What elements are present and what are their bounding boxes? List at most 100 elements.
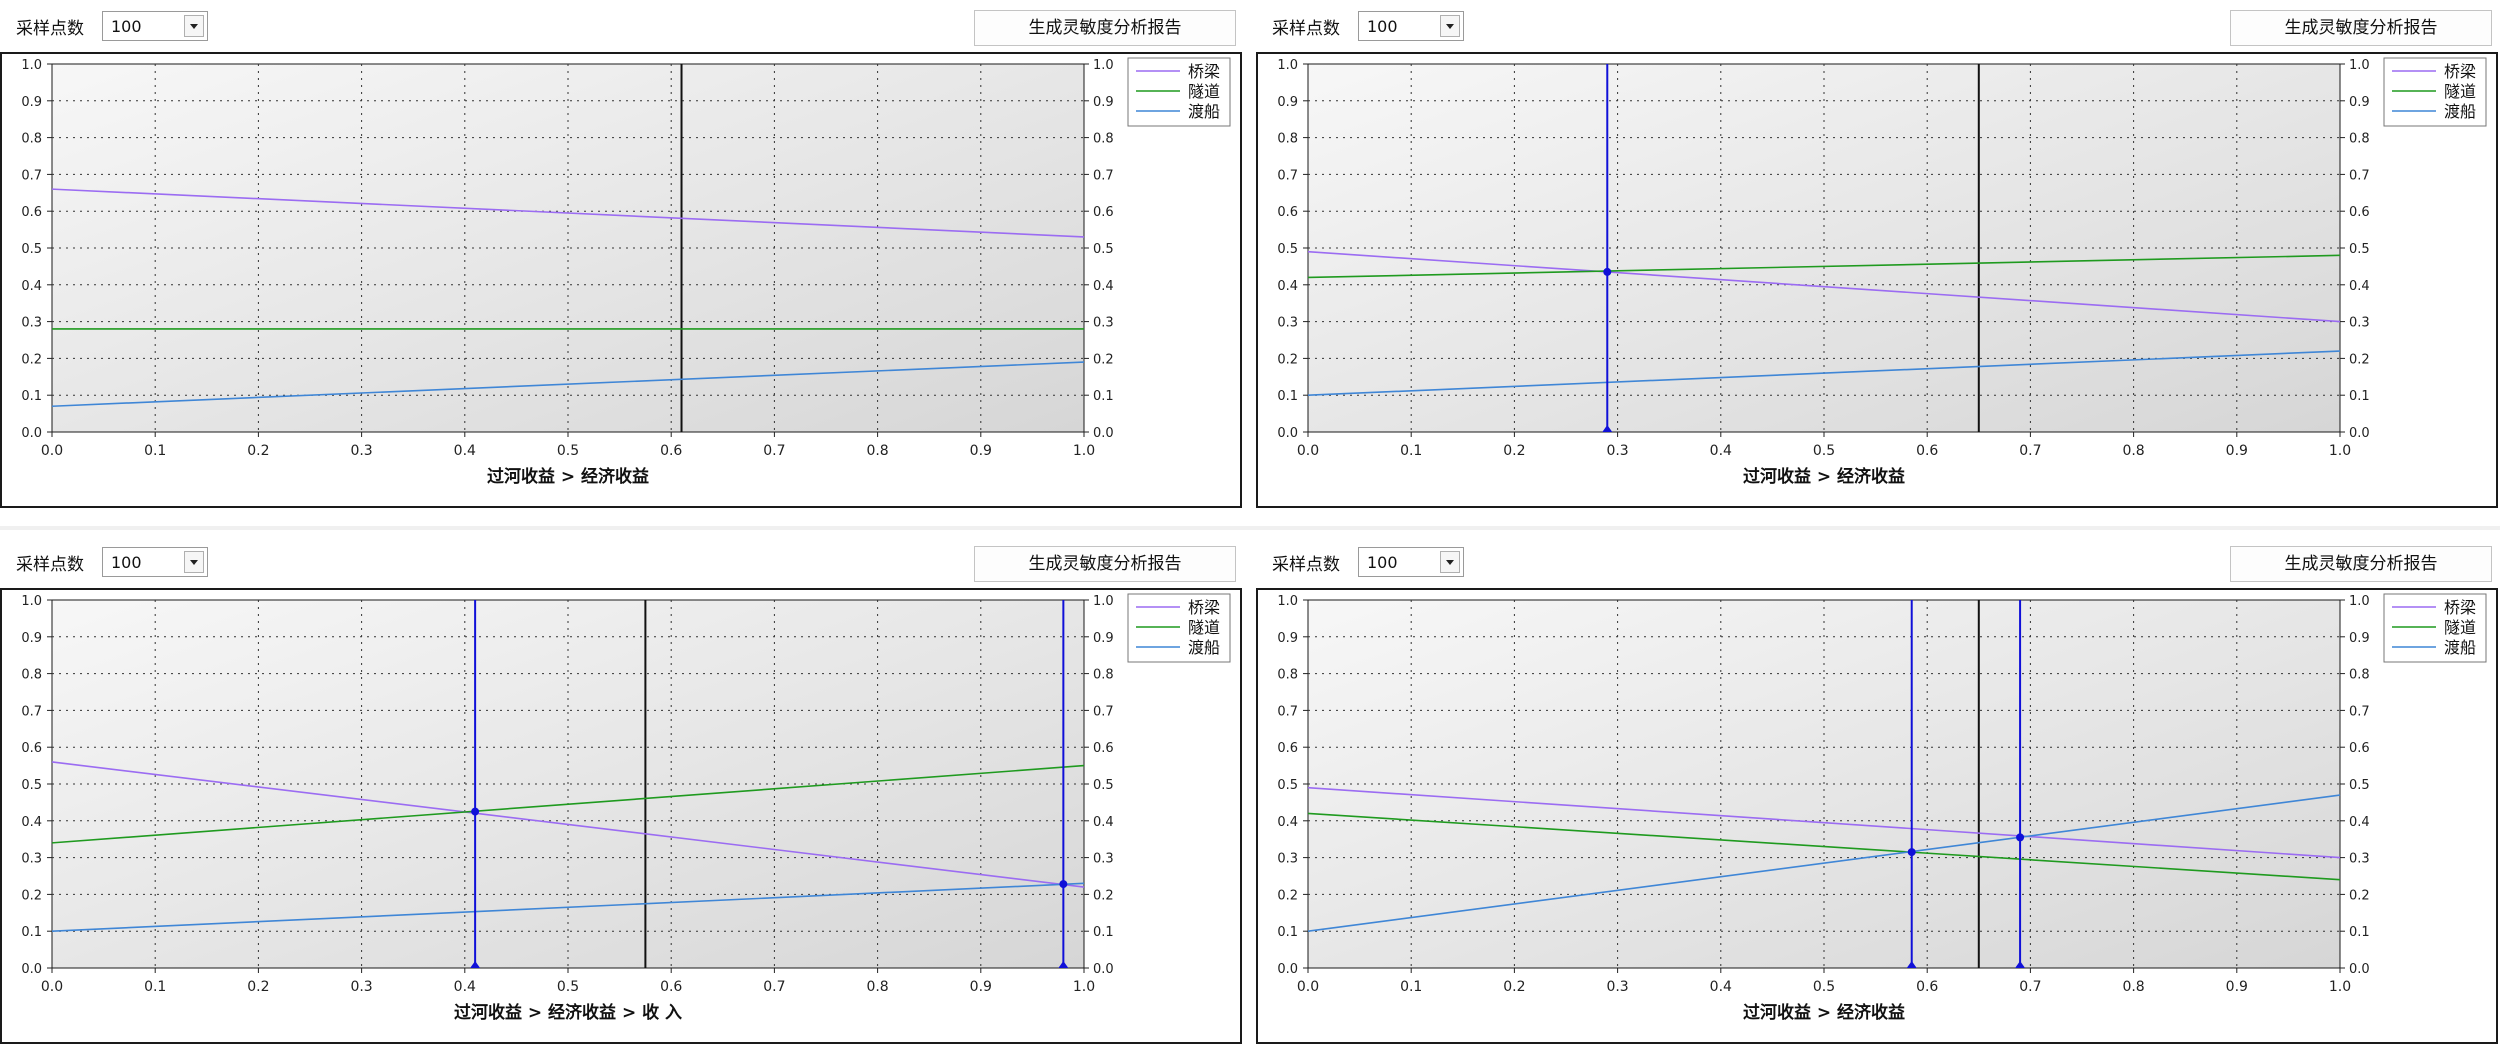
y-tick-label-left: 0.9 [21, 631, 42, 646]
x-axis-label: 过河收益 > 经济收益 [487, 466, 649, 487]
x-tick-label: 1.0 [1073, 443, 1095, 459]
sensitivity-chart-2[interactable]: 0.0 0.1 0.2 0.3 0.4 0.5 0.6 0.7 0.8 0.9 1.0 0.0 0.0 0… [1256, 52, 2500, 510]
legend-label: 渡船 [1188, 102, 1220, 121]
series-line-桥梁 [1307, 250, 2341, 323]
y-tick-label-left: 0.6 [1277, 205, 1298, 220]
chevron-down-icon[interactable] [1440, 551, 1460, 573]
legend-label: 桥梁 [1188, 598, 1220, 617]
x-tick-label: 0.0 [41, 443, 63, 459]
y-tick-label-left: 0.8 [1277, 132, 1298, 147]
y-tick-label-left: 0.3 [1277, 852, 1298, 867]
y-tick-label-right: 0.3 [1093, 316, 1114, 331]
y-tick-label-right: 0.1 [1093, 389, 1114, 404]
x-tick-label: 0.6 [1916, 443, 1938, 459]
y-tick-label-right: 0.8 [1093, 668, 1114, 683]
generate-report-button[interactable]: 生成灵敏度分析报告 [974, 10, 1236, 46]
y-tick-label-right: 0.6 [2349, 741, 2370, 756]
y-tick-label-right: 0.6 [1093, 741, 1114, 756]
y-tick-label-right: 0.1 [1093, 925, 1114, 940]
sample-count-select[interactable]: 100 [102, 547, 208, 577]
crossover-axis-marker [1602, 425, 1613, 432]
y-tick-label-left: 0.3 [21, 852, 42, 867]
y-tick-label-right: 0.2 [2349, 352, 2370, 367]
y-tick-label-left: 1.0 [21, 58, 42, 73]
x-tick-label: 0.0 [41, 979, 63, 995]
y-tick-label-left: 0.1 [1277, 389, 1298, 404]
sensitivity-chart-4[interactable]: 0.0 0.1 0.2 0.3 0.4 0.5 0.6 0.7 0.8 0.9 1.0 0.0 0.0 0… [1256, 588, 2500, 1046]
y-tick-label-left: 0.7 [1277, 704, 1298, 719]
sensitivity-chart-1[interactable]: 0.0 0.1 0.2 0.3 0.4 0.5 0.6 0.7 0.8 0.9 1.0 0.0 0.0 0… [0, 52, 1244, 510]
x-tick-label: 1.0 [2329, 979, 2351, 995]
y-tick-label-left: 0.7 [21, 168, 42, 183]
y-tick-label-right: 0.9 [2349, 631, 2370, 646]
x-axis-label: 过河收益 > 经济收益 [1743, 466, 1905, 487]
series-line-渡船 [1307, 794, 2341, 932]
chevron-down-icon[interactable] [1440, 15, 1460, 37]
y-tick-label-right: 0.6 [2349, 205, 2370, 220]
crossover-axis-marker [1058, 961, 1069, 968]
sensitivity-panel-4: 采样点数 100 生成灵敏度分析报告 0.0 0.1 0.2 0.3 0.4 0.5 0.6… [1256, 536, 2498, 1056]
y-tick-label-left: 0.9 [1277, 95, 1298, 110]
generate-report-button[interactable]: 生成灵敏度分析报告 [2230, 546, 2492, 582]
sample-count-label: 采样点数 [1272, 19, 1340, 39]
y-tick-label-right: 0.7 [2349, 704, 2370, 719]
legend-label: 渡船 [1188, 638, 1220, 657]
generate-report-button[interactable]: 生成灵敏度分析报告 [2230, 10, 2492, 46]
x-tick-label: 0.3 [1606, 979, 1628, 995]
crossover-axis-marker [2015, 961, 2026, 968]
legend-label: 隧道 [2444, 82, 2476, 101]
y-tick-label-right: 0.1 [2349, 925, 2370, 940]
sample-count-select[interactable]: 100 [1358, 547, 1464, 577]
y-tick-label-right: 0.4 [2349, 279, 2370, 294]
y-tick-label-right: 0.8 [2349, 132, 2370, 147]
crossover-point [1059, 880, 1068, 889]
y-tick-label-left: 0.1 [1277, 925, 1298, 940]
x-tick-label: 0.1 [144, 979, 166, 995]
y-tick-label-left: 0.3 [1277, 316, 1298, 331]
x-tick-label: 0.5 [557, 443, 579, 459]
x-tick-label: 0.8 [866, 443, 888, 459]
y-tick-label-left: 0.3 [21, 316, 42, 331]
x-tick-label: 0.2 [1503, 443, 1525, 459]
y-tick-label-left: 0.8 [21, 668, 42, 683]
chevron-down-icon[interactable] [184, 15, 204, 37]
y-tick-label-left: 0.4 [1277, 279, 1298, 294]
x-tick-label: 0.5 [557, 979, 579, 995]
x-tick-label: 0.3 [350, 979, 372, 995]
sensitivity-chart-3[interactable]: 0.0 0.1 0.2 0.3 0.4 0.5 0.6 0.7 0.8 0.9 1.0 0.0 0.0 0… [0, 588, 1244, 1046]
y-tick-label-left: 0.2 [21, 352, 42, 367]
y-tick-label-left: 1.0 [21, 594, 42, 609]
x-tick-label: 0.9 [970, 443, 992, 459]
y-tick-label-right: 0.6 [1093, 205, 1114, 220]
y-tick-label-right: 0.8 [1093, 132, 1114, 147]
x-tick-label: 0.6 [1916, 979, 1938, 995]
chevron-down-icon[interactable] [184, 551, 204, 573]
sample-count-select[interactable]: 100 [1358, 11, 1464, 41]
panel-toolbar: 采样点数 100 生成灵敏度分析报告 [0, 0, 1240, 52]
sample-count-label: 采样点数 [16, 19, 84, 39]
x-tick-label: 0.9 [2226, 979, 2248, 995]
y-tick-label-right: 0.2 [1093, 352, 1114, 367]
sensitivity-panel-3: 采样点数 100 生成灵敏度分析报告 0.0 0.1 0.2 0.3 0.4 0.5 0.6… [0, 536, 1242, 1056]
y-tick-label-left: 0.0 [1277, 962, 1298, 977]
x-axis-label: 过河收益 > 经济收益 [1743, 1002, 1905, 1023]
legend-label: 隧道 [2444, 618, 2476, 637]
x-tick-label: 0.7 [2019, 979, 2041, 995]
y-tick-label-right: 0.3 [2349, 852, 2370, 867]
x-tick-label: 0.0 [1297, 979, 1319, 995]
y-tick-label-right: 0.0 [1093, 426, 1114, 441]
y-tick-label-left: 0.4 [21, 815, 42, 830]
chart-legend [2383, 57, 2487, 127]
y-tick-label-right: 0.3 [1093, 852, 1114, 867]
legend-label: 渡船 [2444, 102, 2476, 121]
generate-report-button[interactable]: 生成灵敏度分析报告 [974, 546, 1236, 582]
x-tick-label: 0.8 [866, 979, 888, 995]
y-tick-label-right: 0.9 [1093, 95, 1114, 110]
sensitivity-panel-1: 采样点数 100 生成灵敏度分析报告 0.0 0.1 0.2 0.3 0.4 0.5 0.6… [0, 0, 1242, 520]
legend-label: 桥梁 [1188, 62, 1220, 81]
crossover-point [1603, 267, 1612, 276]
crossover-point [1907, 848, 1916, 857]
y-tick-label-left: 0.9 [1277, 631, 1298, 646]
y-tick-label-right: 0.0 [2349, 426, 2370, 441]
sample-count-select[interactable]: 100 [102, 11, 208, 41]
